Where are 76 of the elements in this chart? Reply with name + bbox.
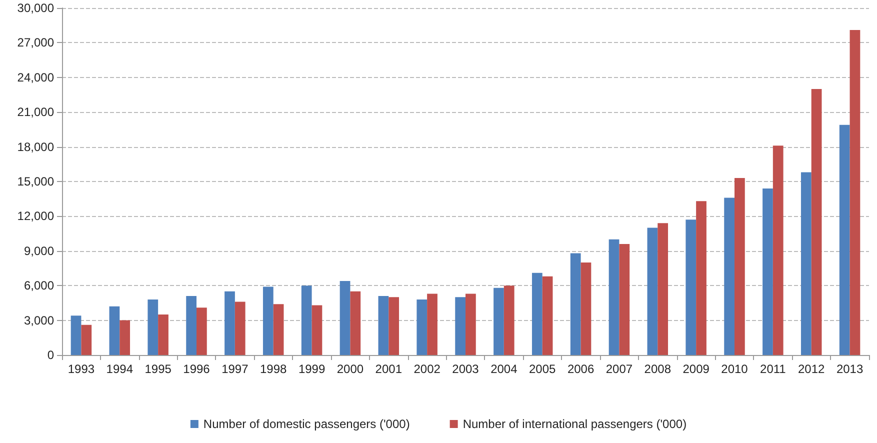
x-tick-label: 1996 [183, 362, 210, 376]
bar [686, 220, 696, 355]
bar [158, 314, 168, 355]
bar [70, 316, 82, 355]
y-tick-label: 6,000 [24, 278, 54, 293]
bar [148, 299, 158, 355]
x-tick-label: 2008 [644, 362, 672, 376]
bar [724, 198, 734, 355]
bar [696, 201, 706, 355]
bar [734, 178, 745, 355]
y-tick-label: 21,000 [17, 105, 54, 120]
bar [301, 286, 312, 355]
bar [120, 320, 130, 355]
bar [762, 188, 773, 355]
y-tick-label: 15,000 [17, 174, 54, 188]
y-tick-label: 9,000 [24, 244, 54, 258]
bar [81, 324, 92, 355]
bar [388, 297, 400, 355]
x-tick-label: 1997 [222, 362, 249, 376]
bar [658, 223, 668, 355]
bar [839, 124, 850, 355]
bar [340, 280, 350, 355]
x-tick-label: 1994 [106, 362, 134, 376]
bar [186, 296, 196, 355]
x-tick-label: 2006 [567, 362, 594, 376]
x-tick-label: 2012 [798, 362, 826, 376]
x-tick-label: 2004 [490, 362, 518, 376]
bar [312, 305, 322, 355]
y-tick-label: 27,000 [17, 36, 54, 50]
x-tick-label: 2005 [529, 362, 556, 376]
legend-label: Number of domestic passengers ('000) [203, 417, 410, 431]
bar [800, 172, 812, 355]
bar [196, 308, 207, 355]
bar [466, 294, 476, 355]
bar [262, 286, 274, 355]
bar [850, 30, 860, 355]
bar [647, 228, 658, 355]
bar [427, 294, 438, 355]
y-tick-label: 12,000 [17, 209, 54, 224]
bar [234, 302, 246, 355]
bar [608, 239, 620, 355]
y-tick-label: 18,000 [17, 140, 54, 154]
bar [455, 297, 466, 355]
y-tick-label: 24,000 [17, 70, 54, 84]
bar [350, 291, 361, 355]
x-tick-label: 2013 [836, 362, 864, 376]
bar [580, 262, 592, 355]
bar [273, 304, 284, 355]
bar [570, 253, 581, 355]
bar [542, 276, 553, 355]
y-tick-label: 3,000 [24, 313, 54, 328]
x-tick-label: 2003 [452, 362, 480, 376]
legend-label: Number of international passengers ('000) [462, 417, 687, 431]
x-tick-label: 1998 [260, 362, 288, 376]
bar [416, 299, 428, 355]
y-tick-label: 30,000 [17, 1, 54, 15]
x-tick-label: 2007 [606, 362, 633, 376]
x-tick-label: 2010 [721, 362, 748, 376]
x-tick-label: 2000 [336, 362, 364, 376]
bar [811, 88, 822, 355]
x-tick-label: 2001 [375, 362, 402, 376]
bar [772, 146, 784, 355]
bar [619, 244, 630, 355]
bar [504, 286, 514, 355]
x-tick-label: 1999 [298, 362, 326, 376]
x-tick-label: 2011 [760, 362, 786, 376]
bar [532, 272, 542, 355]
x-tick-label: 1993 [68, 362, 95, 376]
bar [109, 306, 120, 355]
bar [494, 288, 504, 355]
bar [224, 291, 235, 355]
y-tick-label: 0 [47, 348, 54, 362]
x-tick-label: 2002 [414, 362, 441, 376]
x-tick-label: 1995 [144, 362, 172, 376]
bar [378, 296, 389, 355]
x-tick-label: 2009 [682, 362, 710, 376]
